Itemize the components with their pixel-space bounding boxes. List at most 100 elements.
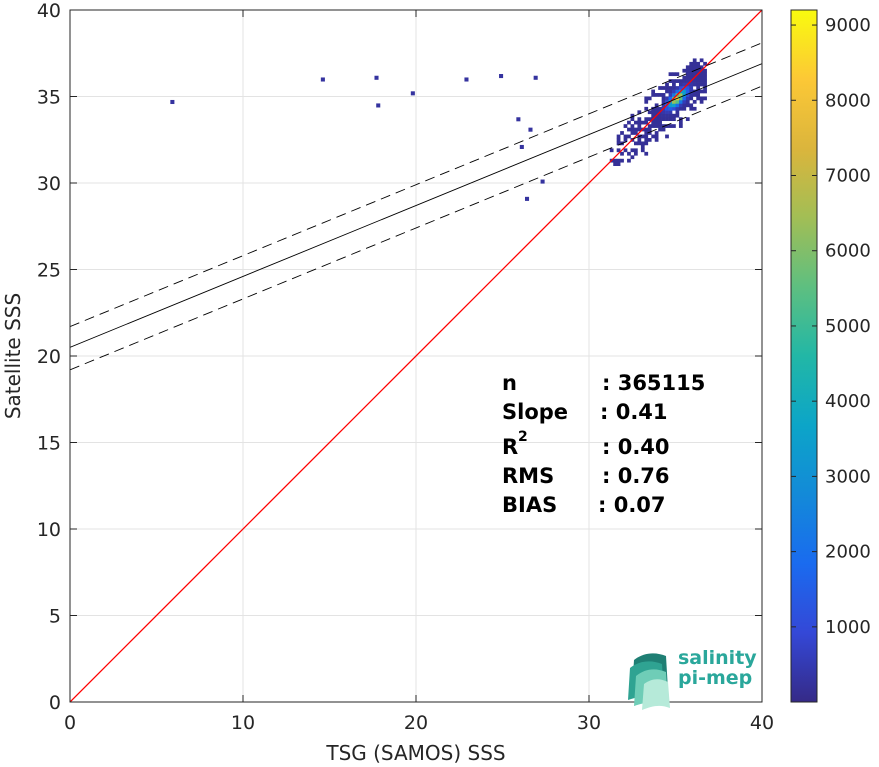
heatmap-cell [654, 106, 659, 111]
heatmap-cell [672, 72, 676, 77]
heatmap-cell [665, 89, 669, 94]
heatmap-cell [616, 141, 621, 146]
heatmap-cell [675, 106, 680, 111]
heatmap-cell [665, 134, 669, 139]
y-tick-label: 20 [37, 346, 61, 368]
heatmap-cell [630, 148, 635, 153]
heatmap-cell [613, 162, 617, 166]
heatmap-cell [661, 113, 666, 118]
heatmap-cell [661, 86, 666, 90]
heatmap-cell [678, 106, 683, 111]
heatmap-cell [692, 82, 697, 87]
heatmap-cell [654, 93, 659, 97]
heatmap-cell [675, 86, 680, 90]
heatmap-cell [689, 82, 694, 87]
heatmap-cell [678, 93, 683, 97]
heatmap-cell [623, 134, 628, 139]
heatmap-cell [620, 158, 624, 163]
heatmap-cell [668, 89, 673, 94]
heatmap-cell [699, 72, 704, 77]
colorbar-ticks: 1000 2000 3000 4000 5000 6000 7000 8000 9000 [791, 15, 871, 638]
heatmap-cell [644, 134, 649, 139]
colorbar-tick-label: 4000 [825, 391, 871, 412]
heatmap-cell [696, 61, 701, 66]
heatmap-outlier-cell [540, 179, 545, 184]
heatmap-cell [658, 120, 662, 125]
heatmap-cell [654, 110, 659, 115]
heatmap-cell [630, 117, 635, 122]
heatmap-cell [692, 106, 697, 111]
heatmap-outlier-cell [170, 99, 175, 105]
heatmap-cell [620, 151, 624, 156]
y-tick-label: 15 [37, 433, 61, 455]
stat-r2-value: : 0.40 [602, 435, 670, 459]
stat-slope-value: : 0.41 [600, 400, 668, 424]
heatmap-cell [668, 103, 673, 108]
heatmap-cell [685, 75, 690, 80]
heatmap-outlier-cell [524, 196, 530, 201]
heatmap-cell [689, 75, 694, 80]
heatmap-cell [689, 106, 694, 111]
heatmap-cell [665, 124, 669, 128]
heatmap-cell [644, 106, 649, 111]
heatmap-cell [703, 82, 707, 87]
x-tick-label: 10 [231, 712, 255, 734]
heatmap-cell [658, 86, 662, 90]
heatmap-cell [654, 117, 659, 122]
logo-line2: pi-mep [678, 667, 752, 689]
line-fit-upper [70, 42, 762, 328]
x-tick-label: 30 [577, 712, 601, 734]
heatmap-cell [627, 134, 631, 139]
heatmap-cell [675, 113, 680, 118]
heatmap-cell [616, 158, 621, 163]
stat-bias-value: : 0.07 [598, 493, 666, 517]
heatmap-cell [696, 82, 701, 87]
heatmap-cell [637, 138, 642, 142]
heatmap-cell [672, 103, 676, 108]
heatmap-cell [689, 86, 694, 90]
x-tick-label: 0 [64, 712, 76, 734]
heatmap-cell [672, 106, 676, 111]
heatmap-cell [689, 103, 694, 108]
heatmap-cell [651, 110, 656, 115]
heatmap-outlier-cell [519, 144, 524, 149]
heatmap-cell [703, 75, 707, 80]
heatmap-cell [685, 72, 690, 77]
heatmap-cell [651, 106, 656, 111]
heatmap-cell [613, 158, 617, 163]
heatmap-cell [668, 110, 673, 115]
heatmap-cell [658, 113, 662, 118]
heatmap-cell [658, 93, 662, 97]
heatmap-cell [689, 89, 694, 94]
heatmap-cell [623, 124, 628, 128]
heatmap-cell [644, 96, 649, 101]
heatmap-cell [703, 86, 707, 90]
y-tick-label: 40 [37, 0, 61, 22]
heatmap-cell [672, 82, 676, 87]
line-fit-lower [70, 85, 762, 371]
heatmap-cell [685, 99, 690, 104]
heatmap-cell [696, 96, 701, 101]
heatmap-cell [692, 72, 697, 77]
heatmap-cell [627, 158, 631, 163]
heatmap-cell [703, 68, 707, 73]
heatmap-cell [685, 93, 690, 97]
heatmap-cell [689, 72, 694, 77]
heatmap-cell [692, 93, 697, 97]
heatmap-cell [633, 131, 638, 135]
heatmap-cell [678, 79, 683, 83]
heatmap-cell [630, 131, 635, 135]
heatmap-cell [633, 120, 638, 125]
heatmap-cell [661, 127, 666, 132]
heatmap-cell [644, 131, 649, 135]
heatmap-cell [637, 110, 642, 115]
heatmap-cell [699, 79, 704, 83]
heatmap-cell [658, 124, 662, 128]
colorbar-tick-label: 2000 [825, 542, 871, 563]
heatmap-cell [668, 113, 673, 118]
heatmap-cell [616, 138, 621, 142]
heatmap-cell [644, 138, 649, 142]
heatmap-cell [699, 99, 704, 104]
heatmap-cell [675, 99, 680, 104]
colorbar-tick-label: 3000 [825, 466, 871, 487]
